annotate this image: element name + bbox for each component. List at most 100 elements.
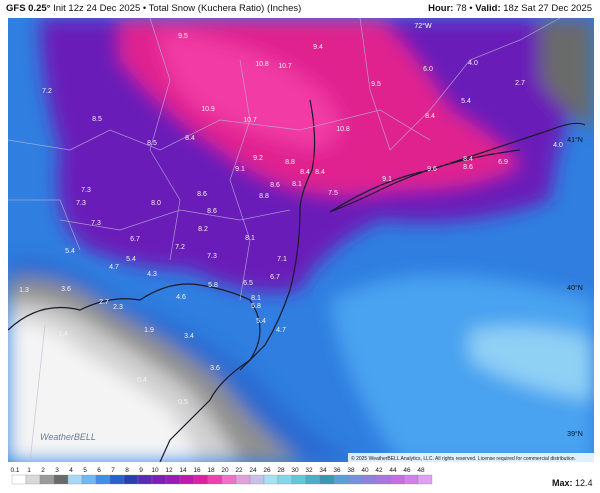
graticule-label: 39°N xyxy=(567,430,583,438)
value-label: 5.8 xyxy=(208,282,218,289)
colorbar-swatch xyxy=(53,474,69,485)
hour-label: Hour: xyxy=(428,3,454,14)
value-label: 4.3 xyxy=(147,271,157,278)
value-label: 3.6 xyxy=(61,286,71,293)
value-label: 8.4 xyxy=(425,113,435,120)
value-label: 7.2 xyxy=(42,88,52,95)
colorbar-label: 14 xyxy=(179,467,187,474)
value-label: 0.2 xyxy=(161,430,171,437)
max-label: Max: 12.4 xyxy=(552,478,593,488)
colorbar-swatch xyxy=(263,474,279,485)
value-label: 7.5 xyxy=(328,190,338,197)
header-left: GFS 0.25° Init 12z 24 Dec 2025 • Total S… xyxy=(6,0,301,18)
value-label: 9.4 xyxy=(313,44,323,51)
valid-label: Valid: xyxy=(475,3,501,14)
value-label: 9.5 xyxy=(178,33,188,40)
description: Init 12z 24 Dec 2025 • Total Snow (Kuche… xyxy=(53,3,302,14)
colorbar-label: 26 xyxy=(263,467,271,474)
colorbar-swatch xyxy=(67,474,83,485)
colorbar-label: 6 xyxy=(97,467,101,474)
value-label: 1.4 xyxy=(58,331,68,338)
colorbar-label: 24 xyxy=(249,467,257,474)
value-label: 3.4 xyxy=(184,333,194,340)
colorbar-label: 18 xyxy=(207,467,215,474)
graticule-label: 41°N xyxy=(567,136,583,144)
map: 9.5 9.4 10.8 10.7 7.2 8.5 10.9 10.7 9.5 6.0 4.0 2.7… xyxy=(8,18,594,462)
value-label: 5.4 xyxy=(126,256,136,263)
graticule-label: 40°N xyxy=(567,284,583,292)
model: GFS 0.25° xyxy=(6,3,51,14)
value-label: 5.4 xyxy=(461,98,471,105)
colorbar-label: 10 xyxy=(151,467,159,474)
value-label: 7.3 xyxy=(91,220,101,227)
colorbar-swatch xyxy=(389,474,405,485)
value-label: 0.4 xyxy=(137,377,147,384)
value-label: 5.4 xyxy=(65,248,75,255)
value-labels: 9.5 9.4 10.8 10.7 7.2 8.5 10.9 10.7 9.5 6.0 4.0 2.7… xyxy=(19,33,563,437)
value-label: 6.9 xyxy=(498,159,508,166)
value-label: 8.1 xyxy=(292,181,302,188)
value-label: 5.4 xyxy=(256,318,266,325)
value-label: 8.4 xyxy=(300,169,310,176)
colorbar-label: 4 xyxy=(69,467,73,474)
colorbar-swatch xyxy=(305,474,321,485)
value-label: 8.1 xyxy=(251,295,261,302)
value-label: 8.4 xyxy=(315,169,325,176)
colorbar-swatch xyxy=(109,474,125,485)
value-label: 8.6 xyxy=(463,164,473,171)
colorbar-swatch xyxy=(291,474,307,485)
colorbar-label: 9 xyxy=(139,467,143,474)
value-label: 4.7 xyxy=(109,264,119,271)
colorbar-label: 20 xyxy=(221,467,229,474)
colorbar-swatch xyxy=(403,474,419,485)
colorbar-scale: 0.1 1 2 3 4 5 6 7 8 9 10 12 14 16 18 20 22 24 26 28 30 32 34 36… xyxy=(10,467,433,485)
colorbar-swatch xyxy=(333,474,349,485)
value-label: 8.4 xyxy=(185,135,195,142)
colorbar-swatch xyxy=(361,474,377,485)
colorbar-swatch xyxy=(11,474,27,485)
colorbar-label: 48 xyxy=(417,467,425,474)
value-label: 7.1 xyxy=(277,256,287,263)
value-label: 1.3 xyxy=(19,287,29,294)
value-label: 2.3 xyxy=(113,304,123,311)
value-label: 9.1 xyxy=(382,176,392,183)
colorbar-label: 46 xyxy=(403,467,411,474)
value-label: 8.5 xyxy=(92,116,102,123)
colorbar-label: 42 xyxy=(375,467,383,474)
valid: 18z Sat 27 Dec 2025 xyxy=(503,3,592,14)
value-label: 3.6 xyxy=(210,365,220,372)
max-value: 12.4 xyxy=(575,478,593,488)
colorbar-swatch xyxy=(221,474,237,485)
colorbar-swatch xyxy=(81,474,97,485)
colorbar-label: 8 xyxy=(125,467,129,474)
colorbar-swatch xyxy=(235,474,251,485)
colorbar-label: 7 xyxy=(111,467,115,474)
value-label: 8.8 xyxy=(259,193,269,200)
value-label: 8.4 xyxy=(463,156,473,163)
value-label: 4.7 xyxy=(276,327,286,334)
value-label: 9.5 xyxy=(371,81,381,88)
value-label: 7.3 xyxy=(76,200,86,207)
watermark: WeatherBELL xyxy=(40,432,96,442)
value-label: 1.9 xyxy=(144,327,154,334)
colorbar-label: 44 xyxy=(389,467,397,474)
value-label: 8.5 xyxy=(147,140,157,147)
graticule-labels: 72°W 41°N 40°N 39°N xyxy=(414,22,582,438)
value-label: 2.7 xyxy=(515,80,525,87)
colorbar-swatch xyxy=(375,474,391,485)
colorbar-label: 22 xyxy=(235,467,243,474)
colorbar-label: 3 xyxy=(55,467,59,474)
colorbar-swatch xyxy=(151,474,167,485)
value-label: 8.1 xyxy=(245,235,255,242)
colorbar-label: 28 xyxy=(277,467,285,474)
colorbar-swatch xyxy=(39,474,55,485)
value-label: 0.5 xyxy=(178,399,188,406)
hour: 78 xyxy=(456,3,467,14)
colorbar-swatch xyxy=(319,474,335,485)
colorbar-swatch xyxy=(137,474,153,485)
value-label: 10.9 xyxy=(201,106,215,113)
colorbar-swatch xyxy=(207,474,223,485)
copyright: © 2025 WeatherBELL Analytics, LLC. All r… xyxy=(351,455,576,462)
value-label: 6.5 xyxy=(243,280,253,287)
